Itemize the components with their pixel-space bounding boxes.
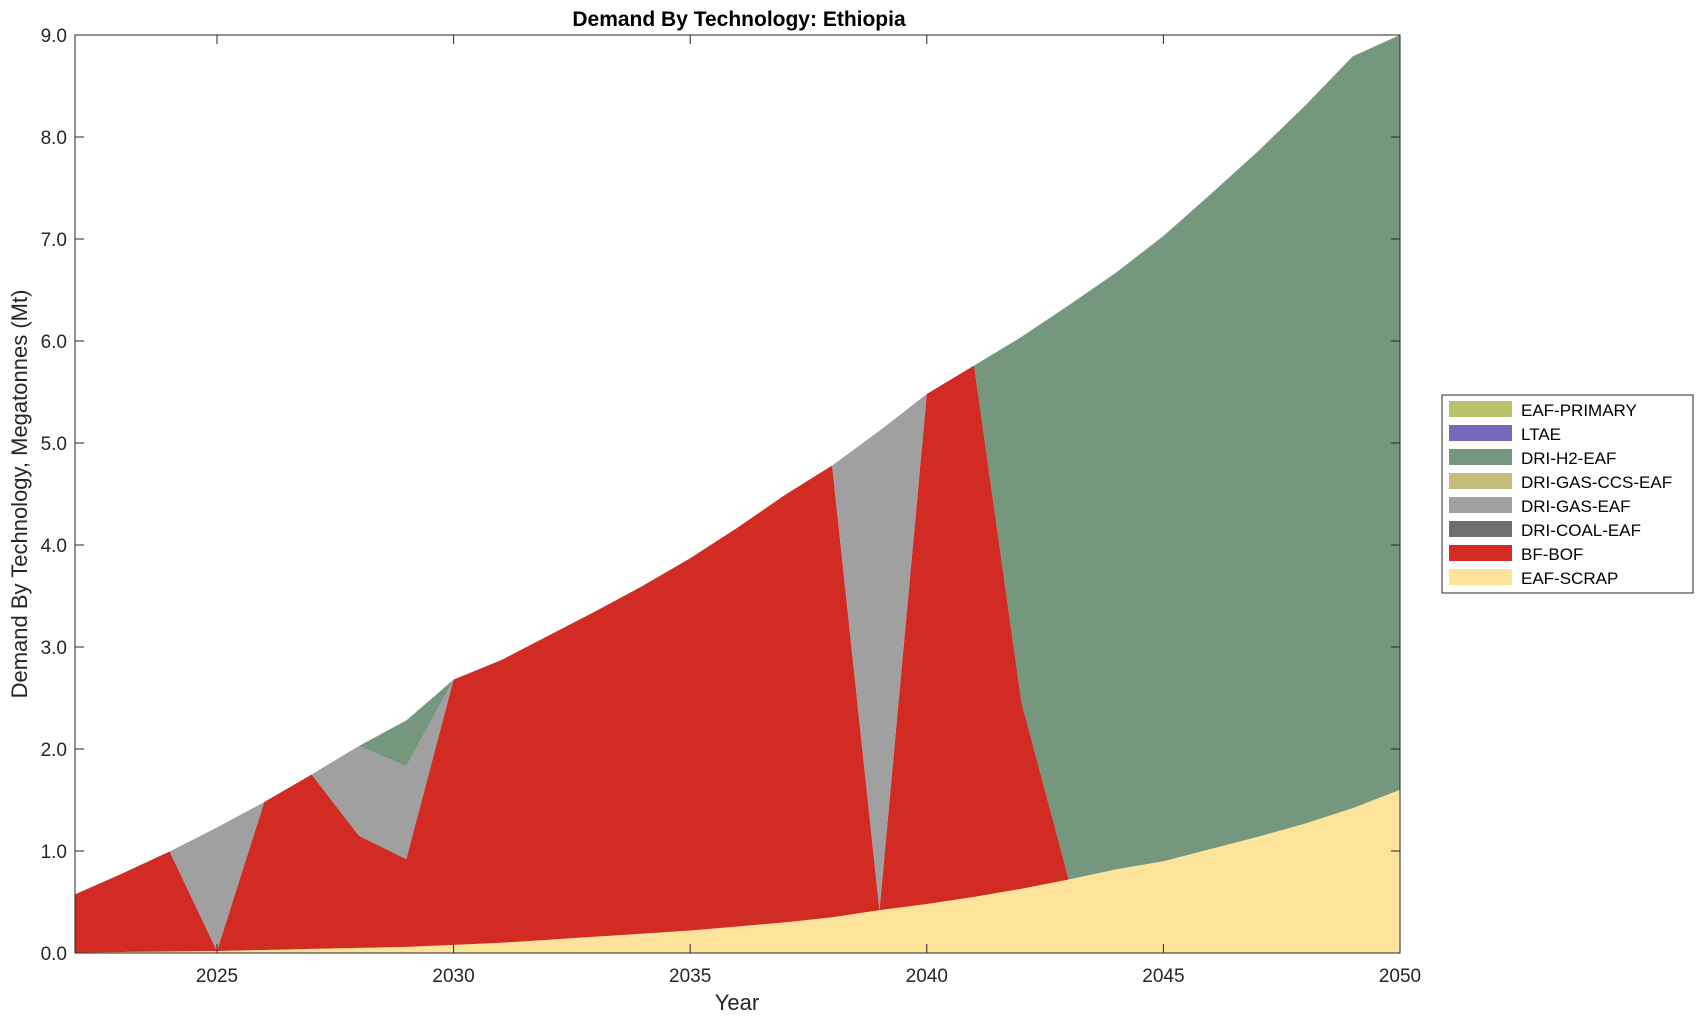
axes [74, 34, 1401, 954]
ticks: 2025 2030 2035 2040 2045 2050 0.0 1.0 2.0 3.0 4.0 5… [41, 26, 1422, 987]
y-tick-label: 0.0 [41, 944, 67, 965]
x-tick-label: 2035 [669, 966, 711, 987]
y-tick-label: 9.0 [41, 26, 67, 47]
legend-swatch-ltae [1449, 425, 1512, 441]
x-tick-label: 2025 [196, 966, 238, 987]
y-tick-label: 8.0 [41, 128, 67, 149]
stacked-areas [75, 35, 1400, 953]
y-tick-label: 4.0 [41, 536, 67, 557]
legend: EAF-PRIMARY LTAE DRI-H2-EAF DRI-GAS-CCS-EAF… [1441, 394, 1694, 594]
legend-swatch-eaf-scrap [1449, 569, 1512, 585]
area-dri-h2-eaf [75, 35, 1400, 895]
area-eaf-scrap [75, 789, 1400, 953]
legend-swatch-bf-bof [1449, 545, 1512, 561]
legend-swatch-dri-h2-eaf [1449, 449, 1512, 465]
y-tick-label: 5.0 [41, 434, 67, 455]
area-bf-bof [75, 365, 1400, 953]
x-tick-label: 2045 [1142, 966, 1184, 987]
legend-swatch-eaf-primary [1449, 401, 1512, 417]
y-tick-label: 1.0 [41, 842, 67, 863]
y-tick-label: 3.0 [41, 638, 67, 659]
plot-frame [74, 34, 1401, 954]
x-tick-label: 2030 [432, 966, 474, 987]
legend-label-eaf-primary: EAF-PRIMARY [1521, 401, 1637, 420]
x-axis-title: Year [715, 990, 759, 1015]
chart-title: Demand By Technology: Ethiopia [572, 8, 906, 31]
legend-swatch-dri-gas-eaf [1449, 497, 1512, 513]
y-tick-label: 6.0 [41, 332, 67, 353]
legend-swatch-dri-coal-eaf [1449, 521, 1512, 537]
legend-label-ltae: LTAE [1521, 425, 1561, 444]
y-axis-title: Demand By Technology, Megatonnes (Mt) [7, 290, 32, 699]
legend-label-eaf-scrap: EAF-SCRAP [1521, 569, 1618, 588]
y-tick-label: 2.0 [41, 740, 67, 761]
x-tick-label: 2040 [906, 966, 948, 987]
y-tick-label: 7.0 [41, 230, 67, 251]
legend-label-dri-h2-eaf: DRI-H2-EAF [1521, 449, 1616, 468]
legend-label-bf-bof: BF-BOF [1521, 545, 1583, 564]
area-dri-gas-eaf [75, 365, 1400, 951]
legend-label-dri-gas-ccs-eaf: DRI-GAS-CCS-EAF [1521, 473, 1672, 492]
legend-label-dri-gas-eaf: DRI-GAS-EAF [1521, 497, 1631, 516]
legend-swatch-dri-gas-ccs-eaf [1449, 473, 1512, 489]
legend-label-dri-coal-eaf: DRI-COAL-EAF [1521, 521, 1641, 540]
x-tick-label: 2050 [1379, 966, 1421, 987]
